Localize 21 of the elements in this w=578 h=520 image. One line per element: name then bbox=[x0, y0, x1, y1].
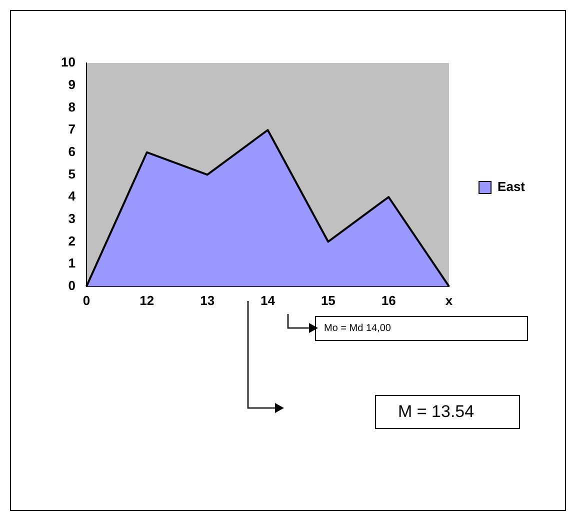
legend-label: East bbox=[498, 179, 526, 194]
y-tick-label: 6 bbox=[68, 144, 76, 159]
y-tick-label: 2 bbox=[68, 233, 76, 248]
x-tick-label: 0 bbox=[82, 292, 90, 308]
y-tick-label: 4 bbox=[68, 188, 76, 204]
y-tick-label: 1 bbox=[68, 256, 76, 271]
x-tick-label: 16 bbox=[381, 292, 396, 308]
text: Mo = Md 14,00 bbox=[315, 316, 528, 341]
y-tick-label: 8 bbox=[68, 99, 76, 114]
y-tick-label: 5 bbox=[68, 166, 76, 182]
y-tick-label: 3 bbox=[68, 210, 76, 226]
y-tick-label: 0 bbox=[68, 278, 76, 293]
x-tick-label: x bbox=[445, 292, 454, 308]
y-tick-label: 10 bbox=[60, 54, 76, 70]
y-tick-label: 7 bbox=[68, 122, 76, 137]
x-tick-label: 14 bbox=[260, 292, 276, 308]
x-tick-label: 15 bbox=[320, 292, 336, 308]
x-tick-label: 13 bbox=[200, 292, 215, 308]
y-tick-label: 9 bbox=[68, 76, 76, 92]
x-tick-label: 12 bbox=[140, 292, 154, 308]
text: M = 13.54 bbox=[375, 395, 520, 429]
